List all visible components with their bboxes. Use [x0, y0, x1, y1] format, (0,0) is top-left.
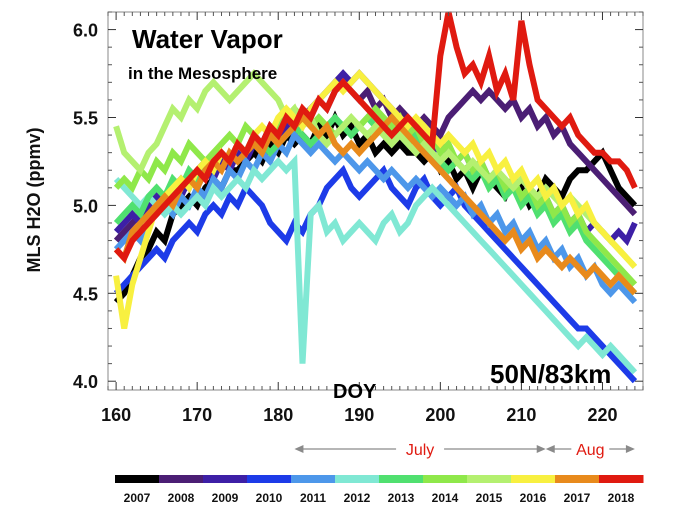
series-line-2010	[113, 164, 638, 384]
series-line-2014	[113, 104, 638, 287]
legend-swatch-2018	[599, 475, 644, 483]
month-label-july: July	[406, 442, 434, 459]
legend-swatch-2014	[423, 475, 468, 483]
legend-label-2014: 2014	[432, 491, 459, 505]
month-label-aug: Aug	[576, 442, 604, 459]
legend: 2007 2008 2009 2010 2011 2012 2013 2014 2015 2016…	[115, 475, 644, 505]
legend-label-2016: 2016	[520, 491, 547, 505]
y-tick-label: 5.0	[73, 196, 98, 216]
legend-swatch-2010	[247, 475, 292, 483]
legend-swatch-2008	[159, 475, 204, 483]
y-axis-label: MLS H2O (ppmv)	[24, 127, 44, 272]
x-tick-label: 180	[263, 405, 293, 425]
arrowhead-left-icon	[294, 445, 304, 453]
axis-layer: 160 170 180 190 200 210 220 4.0 4.5 5.0 5.5 6.0	[73, 11, 644, 425]
legend-label-2018: 2018	[608, 491, 635, 505]
location-label: 50N/83km	[490, 359, 611, 389]
series-line-2011	[113, 129, 638, 305]
arrowhead-left-icon	[545, 445, 555, 453]
x-tick-label: 170	[182, 405, 212, 425]
legend-swatch-2016	[511, 475, 556, 483]
arrowhead-right-icon	[536, 445, 546, 453]
series-line-2018	[113, 11, 638, 264]
series-line-2012	[113, 154, 638, 375]
legend-label-2011: 2011	[300, 491, 326, 505]
x-tick-label: 200	[425, 405, 455, 425]
arrowhead-right-icon	[625, 445, 635, 453]
y-tick-label: 4.0	[73, 372, 98, 392]
x-tick-label: 210	[506, 405, 536, 425]
legend-swatch-2015	[467, 475, 512, 483]
chart-subtitle: in the Mesosphere	[128, 64, 277, 83]
x-tick-label: 160	[101, 405, 131, 425]
legend-swatch-2007	[115, 475, 160, 483]
legend-swatch-2012	[335, 475, 380, 483]
y-tick-label: 4.5	[73, 284, 98, 304]
legend-label-2010: 2010	[256, 491, 283, 505]
y-tick-label: 5.5	[73, 108, 98, 128]
x-axis-label: DOY	[333, 381, 377, 403]
legend-label-2008: 2008	[168, 491, 195, 505]
legend-label-2009: 2009	[212, 491, 239, 505]
legend-label-2007: 2007	[124, 491, 151, 505]
legend-swatch-2013	[379, 475, 424, 483]
series-layer	[113, 11, 638, 384]
legend-label-2013: 2013	[388, 491, 415, 505]
series-line-2016	[113, 69, 638, 330]
x-tick-label: 190	[344, 405, 374, 425]
chart-title: Water Vapor	[132, 24, 283, 54]
legend-swatch-2017	[555, 475, 600, 483]
legend-swatch-2009	[203, 475, 248, 483]
legend-label-2012: 2012	[344, 491, 371, 505]
x-tick-label: 220	[587, 405, 617, 425]
y-tick-label: 6.0	[73, 21, 98, 41]
month-annotations: July Aug	[294, 442, 635, 459]
legend-label-2017: 2017	[564, 491, 591, 505]
legend-label-2015: 2015	[476, 491, 503, 505]
legend-swatch-2011	[291, 475, 336, 483]
